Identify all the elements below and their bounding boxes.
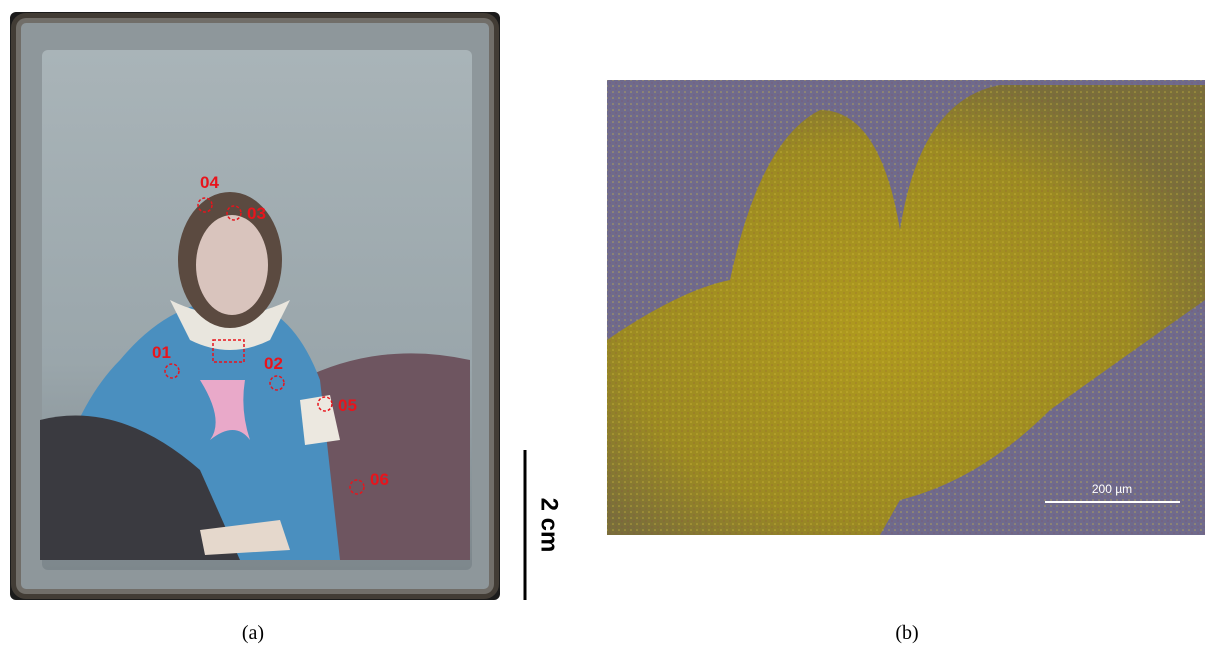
marker-circle [349, 479, 365, 495]
scale-label: 200 µm [1092, 482, 1132, 496]
marker-label: 04 [200, 173, 219, 192]
scale-label: 2 cm [536, 498, 563, 553]
marker-circle [226, 205, 242, 221]
marker-label: 01 [152, 343, 171, 362]
photo-a [10, 12, 500, 600]
marker-label: 05 [338, 396, 357, 415]
marker-circle [164, 363, 180, 379]
marker-label: 03 [247, 204, 266, 223]
marker-rect [212, 339, 245, 363]
marker-circle [197, 197, 213, 213]
photo-b [607, 80, 1205, 535]
panel-label: (b) [895, 622, 918, 644]
marker-circle [317, 396, 333, 412]
markers [164, 197, 365, 495]
marker-label: 02 [264, 354, 283, 373]
marker-label: 06 [370, 470, 389, 489]
marker-circle [269, 375, 285, 391]
panel-label: (a) [242, 622, 264, 644]
